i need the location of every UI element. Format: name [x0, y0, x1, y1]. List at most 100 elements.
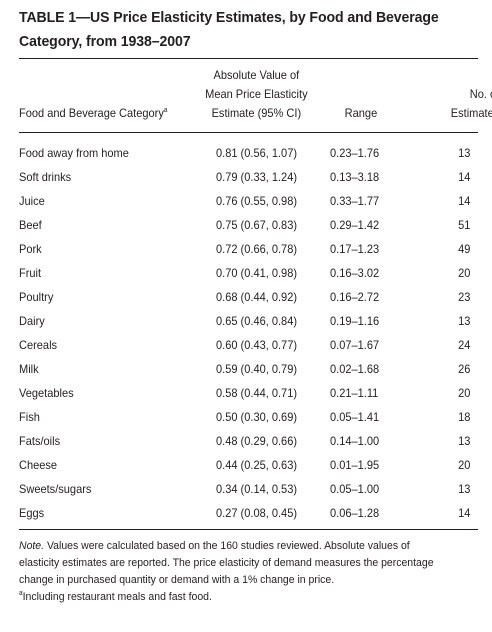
row-estimate: 0.50 (0.30, 0.69) [216, 410, 298, 424]
row-estimate: 0.34 (0.14, 0.53) [216, 482, 298, 496]
table-row: Cheese 0.44 (0.25, 0.63) 0.01–1.95 20 [19, 453, 478, 477]
table-body: Food away from home 0.81 (0.56, 1.07) 0.23… [19, 141, 478, 525]
row-range: 0.29–1.42 [330, 218, 380, 232]
header-estimate-line-2: Mean Price Elasticity [205, 87, 308, 101]
table-row: Beef 0.75 (0.67, 0.83) 0.29–1.42 51 [19, 213, 478, 237]
row-range: 0.17–1.23 [330, 242, 380, 256]
header-estimate-line-3: Estimate (95% CI) [211, 106, 302, 120]
row-estimate: 0.68 (0.44, 0.92) [216, 290, 298, 304]
row-count: 24 [457, 338, 470, 352]
row-range: 0.21–1.11 [330, 386, 379, 400]
row-range: 0.13–3.18 [330, 170, 380, 184]
header-estimate-line-1: Absolute Value of [213, 68, 300, 82]
row-category: Cereals [19, 338, 58, 352]
note-line-3: change in purchased quantity or demand w… [19, 574, 335, 586]
row-category: Vegetables [19, 386, 74, 400]
row-category: Sweets/sugars [19, 482, 92, 496]
top-rule [19, 58, 478, 59]
footnote: aIncluding restaurant meals and fast foo… [19, 589, 470, 606]
row-range: 0.33–1.77 [330, 194, 380, 208]
header-rule [19, 132, 478, 133]
table-row: Soft drinks 0.79 (0.33, 1.24) 0.13–3.18 14 [19, 165, 478, 189]
row-category: Milk [19, 362, 39, 376]
header-count-line-1: No. of [469, 87, 492, 101]
row-category: Soft drinks [19, 170, 72, 184]
row-range: 0.23–1.76 [330, 146, 380, 160]
row-count: 20 [457, 266, 470, 280]
row-estimate: 0.70 (0.41, 0.98) [216, 266, 298, 280]
row-range: 0.19–1.16 [330, 314, 380, 328]
row-estimate: 0.27 (0.08, 0.45) [216, 506, 298, 520]
header-category-label: Food and Beverage Category [19, 106, 164, 120]
row-count: 14 [457, 194, 470, 208]
table-row: Fruit 0.70 (0.41, 0.98) 0.16–3.02 20 [19, 261, 478, 285]
row-range: 0.16–2.72 [330, 290, 380, 304]
table-row: Eggs 0.27 (0.08, 0.45) 0.06–1.28 14 [19, 501, 478, 525]
table-row: Dairy 0.65 (0.46, 0.84) 0.19–1.16 13 [19, 309, 478, 333]
table-row: Vegetables 0.58 (0.44, 0.71) 0.21–1.11 20 [19, 381, 478, 405]
row-count: 14 [457, 506, 470, 520]
row-count: 20 [457, 386, 470, 400]
row-estimate: 0.72 (0.66, 0.78) [216, 242, 298, 256]
note-line-1-text: Values were calculated based on the 160 … [44, 540, 410, 552]
row-range: 0.05–1.41 [330, 410, 380, 424]
header-category: Food and Beverage Categorya [19, 104, 167, 123]
table-row: Cereals 0.60 (0.43, 0.77) 0.07–1.67 24 [19, 333, 478, 357]
row-count: 18 [457, 410, 470, 424]
row-count: 23 [457, 290, 470, 304]
header-count-line-2: Estimates [450, 106, 492, 120]
header-estimate: Absolute Value of Mean Price Elasticity … [201, 66, 311, 123]
table-title-line-2: Category, from 1938–2007 [19, 33, 191, 50]
note-line-1: Note. Values were calculated based on th… [19, 538, 470, 555]
row-count: 26 [457, 362, 470, 376]
footnote-text: Including restaurant meals and fast food… [22, 591, 212, 603]
row-range: 0.05–1.00 [330, 482, 380, 496]
table-row: Milk 0.59 (0.40, 0.79) 0.02–1.68 26 [19, 357, 478, 381]
row-estimate: 0.48 (0.29, 0.66) [216, 434, 298, 448]
row-count: 20 [457, 458, 470, 472]
row-category: Juice [19, 194, 45, 208]
row-category: Poultry [19, 290, 54, 304]
table-row: Fish 0.50 (0.30, 0.69) 0.05–1.41 18 [19, 405, 478, 429]
footnote-mark: a [19, 590, 23, 598]
row-estimate: 0.76 (0.55, 0.98) [216, 194, 298, 208]
row-category: Fruit [19, 266, 42, 280]
row-category: Food away from home [19, 146, 129, 160]
header-category-footnote-mark: a [163, 107, 168, 114]
table-title: TABLE 1—US Price Elasticity Estimates, b… [19, 6, 478, 54]
row-range: 0.01–1.95 [330, 458, 380, 472]
row-category: Beef [19, 218, 42, 232]
row-category: Cheese [19, 458, 58, 472]
row-range: 0.07–1.67 [330, 338, 380, 352]
row-estimate: 0.60 (0.43, 0.77) [216, 338, 298, 352]
table-row: Fats/oils 0.48 (0.29, 0.66) 0.14–1.00 13 [19, 429, 478, 453]
row-estimate: 0.44 (0.25, 0.63) [216, 458, 298, 472]
row-count: 49 [457, 242, 470, 256]
row-range: 0.16–3.02 [330, 266, 380, 280]
row-estimate: 0.58 (0.44, 0.71) [216, 386, 298, 400]
note-line-2: elasticity estimates are reported. The p… [19, 557, 434, 569]
table-container: TABLE 1—US Price Elasticity Estimates, b… [19, 0, 492, 603]
row-range: 0.02–1.68 [330, 362, 380, 376]
header-range: Range [344, 106, 378, 120]
row-estimate: 0.75 (0.67, 0.83) [216, 218, 298, 232]
row-category: Eggs [19, 506, 45, 520]
row-range: 0.14–1.00 [330, 434, 380, 448]
table-row: Poultry 0.68 (0.44, 0.92) 0.16–2.72 23 [19, 285, 478, 309]
row-estimate: 0.59 (0.40, 0.79) [216, 362, 298, 376]
row-count: 14 [457, 170, 470, 184]
row-count: 51 [457, 218, 470, 232]
row-count: 13 [457, 314, 470, 328]
table-row: Pork 0.72 (0.66, 0.78) 0.17–1.23 49 [19, 237, 478, 261]
header-count: No. of Estimates [435, 85, 492, 123]
row-count: 13 [457, 434, 470, 448]
table-title-line-1: TABLE 1—US Price Elasticity Estimates, b… [19, 9, 439, 26]
bottom-rule [19, 529, 478, 530]
row-estimate: 0.81 (0.56, 1.07) [216, 146, 298, 160]
note-label: Note. [19, 540, 45, 552]
row-count: 13 [457, 146, 470, 160]
row-count: 13 [457, 482, 470, 496]
row-category: Pork [19, 242, 42, 256]
table-row: Food away from home 0.81 (0.56, 1.07) 0.23… [19, 141, 478, 165]
table-row: Sweets/sugars 0.34 (0.14, 0.53) 0.05–1.00 1… [19, 477, 478, 501]
